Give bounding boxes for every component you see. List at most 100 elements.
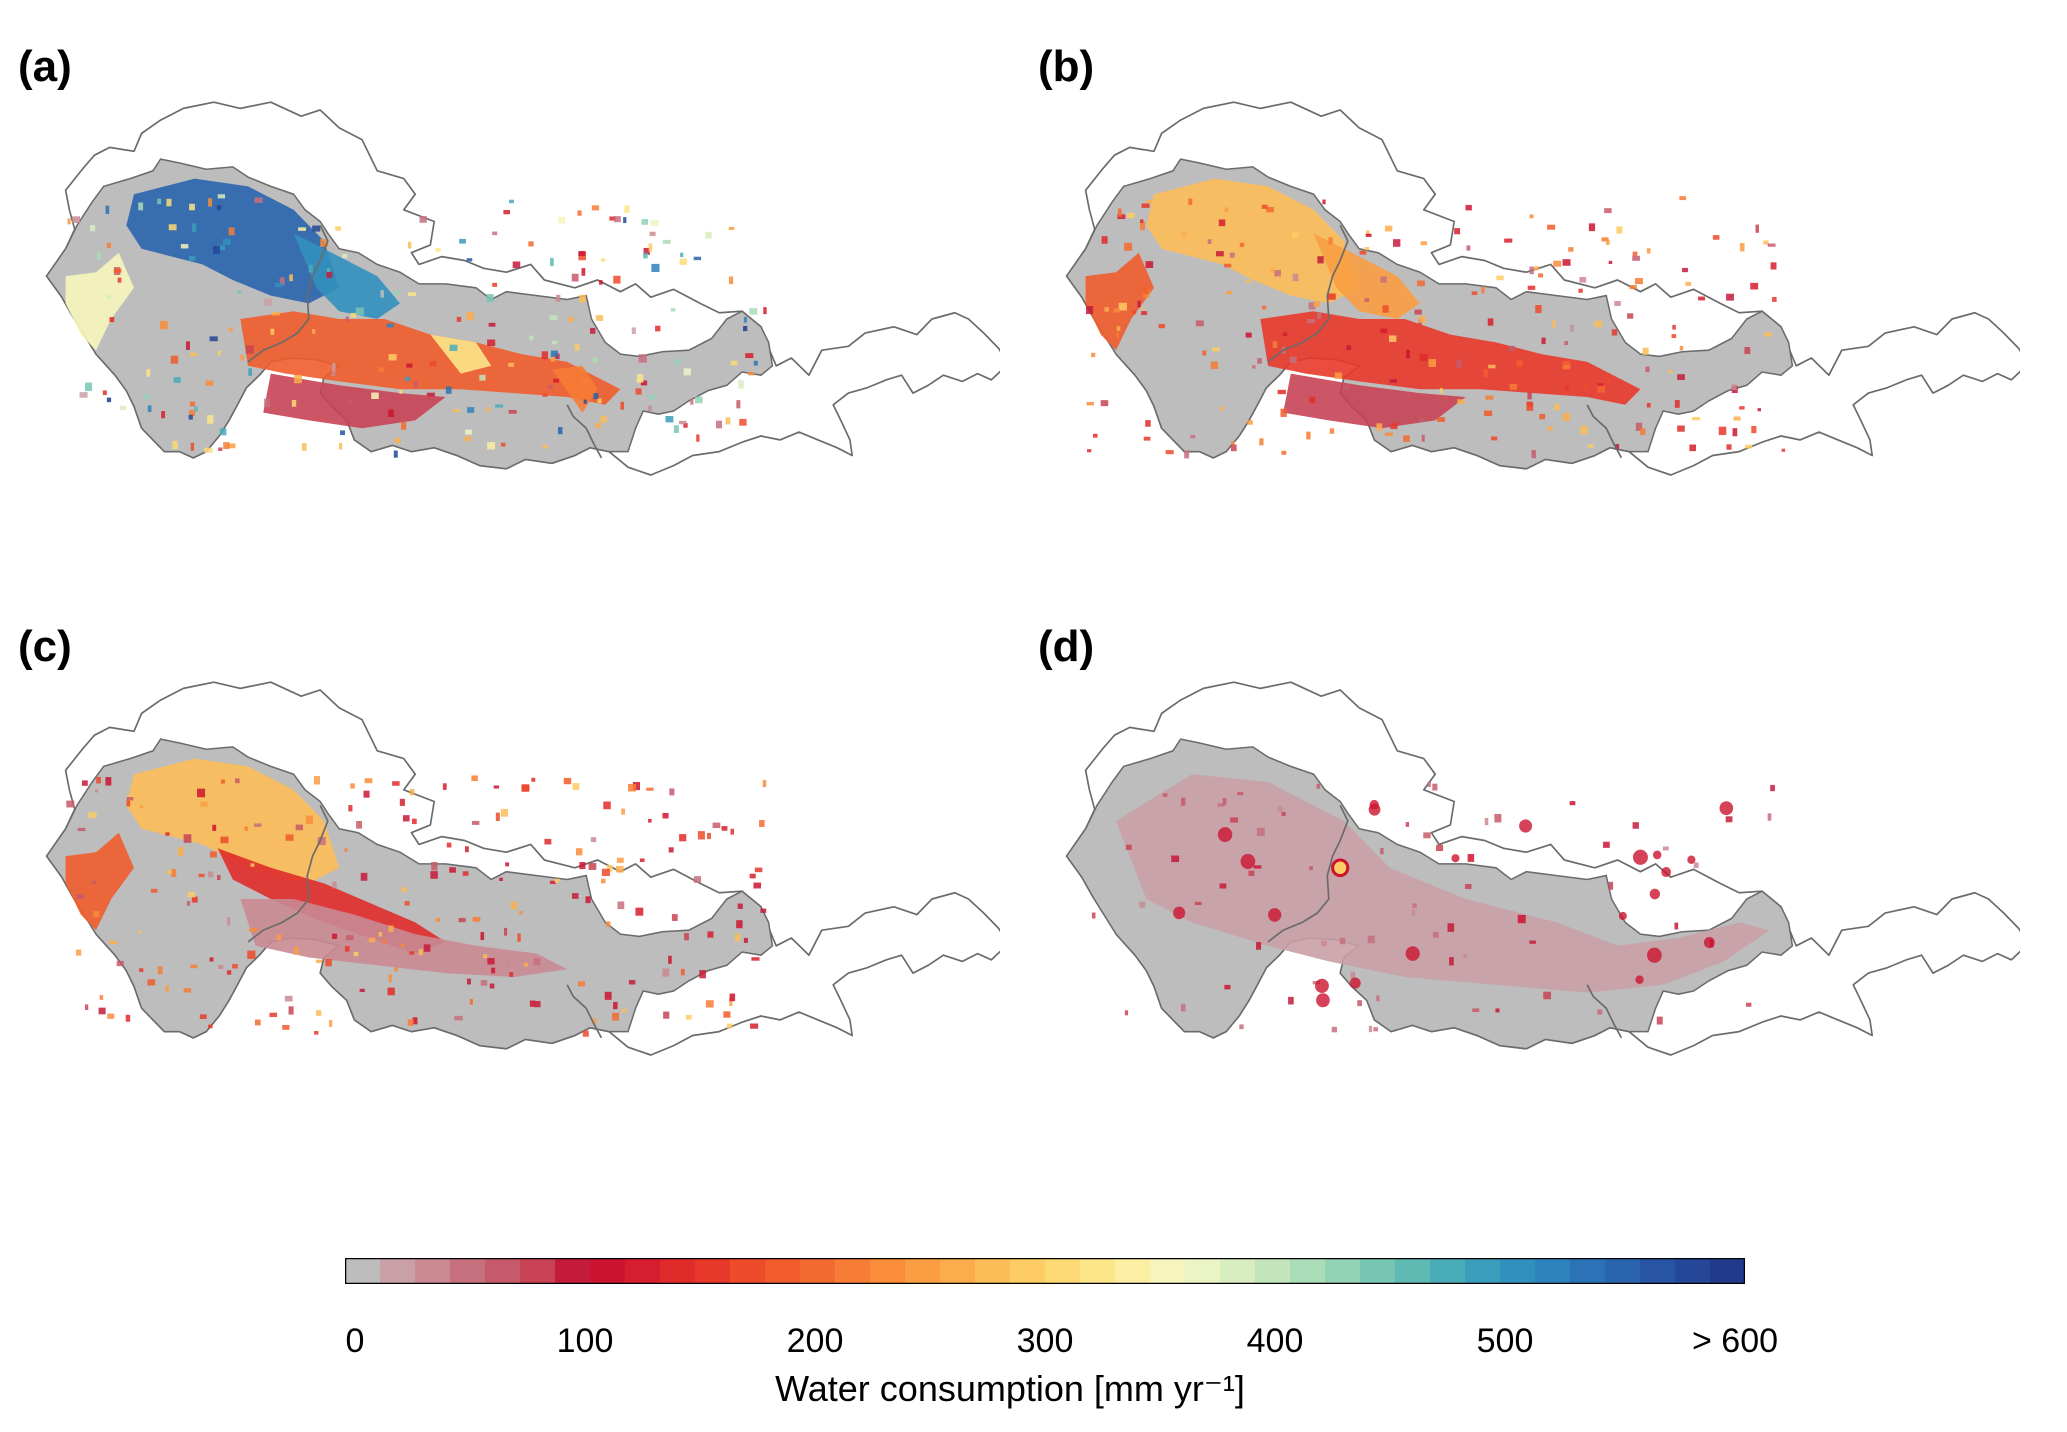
pixel-cell [228,227,235,236]
pixel-cell [563,777,572,785]
pixel-cell [1535,305,1542,314]
pixel-cell [312,328,316,334]
pixel-cell [550,257,554,267]
pixel-cell [1328,237,1333,245]
pixel-cell [465,846,469,853]
pixel-cell [1483,369,1488,377]
city-hotspot [1316,993,1330,1008]
pixel-cell [1472,1008,1480,1013]
pixel-cell [600,258,606,262]
pixel-cell [105,777,112,786]
pixel-cell [721,826,728,831]
pixel-cell [1180,232,1187,237]
pixel-cell [574,343,580,351]
pixel-cell [1412,903,1417,908]
country-border [1586,404,1623,459]
pixel-cell [508,199,515,204]
pixel-cell [662,812,669,819]
pixel-cell [649,231,656,236]
pixel-cell [1597,385,1605,393]
colorbar-swatch [1395,1258,1431,1284]
pixel-cell [368,937,376,943]
pixel-cell [228,327,233,332]
city-hotspot [1315,978,1329,993]
pixel-cell [340,430,346,436]
pixel-cell [1146,199,1153,204]
pixel-cell [217,194,226,199]
pixel-cell [663,1011,670,1019]
pixel-cell [1406,349,1410,359]
pixel-cell [411,818,417,825]
pixel-cell [1237,792,1244,796]
pixel-cell [1562,413,1571,421]
pixel-cell [1382,305,1389,313]
pixel-cell [1180,797,1186,806]
pixel-cell [1662,846,1669,851]
pixel-cell [521,785,530,791]
pixel-cell [355,307,364,316]
colorbar-swatch [1325,1258,1361,1284]
pixel-cell [1578,288,1583,293]
colorbar-swatch [1185,1258,1221,1284]
pixel-cell [705,1000,714,1008]
pixel-cell [378,367,385,372]
pixel-cell [204,447,213,453]
pixel-cell [651,263,660,272]
pixel-cell [218,447,223,451]
pixel-cell [1677,425,1685,432]
pixel-cell [1447,923,1455,932]
pixel-cell [364,778,373,784]
pixel-cell [1367,935,1375,944]
pixel-cell [1162,793,1168,797]
pixel-cell [1439,388,1443,394]
pixel-cell [1634,277,1643,285]
pixel-cell [1608,881,1614,890]
pixel-cell [491,967,496,974]
pixel-cell [394,438,401,444]
pixel-cell [1543,991,1552,1000]
pixel-cell [146,369,151,377]
pixel-cell [430,871,438,879]
pixel-cell [359,988,365,993]
pixel-cell [1368,1025,1373,1033]
pixel-cell [407,1019,414,1026]
pixel-cell [1373,1027,1379,1032]
pixel-cell [99,995,104,1000]
pixel-cell [1139,221,1146,231]
pixel-cell [668,847,674,853]
pixel-cell [1570,324,1574,332]
pixel-cell [189,409,196,416]
pixel-cell [1607,378,1611,384]
pixel-cell [1195,320,1204,327]
pixel-cell [212,824,217,831]
country-border [1267,225,1349,363]
pixel-cell [650,220,659,226]
pixel-cell [623,217,627,224]
pixel-cell [139,805,144,809]
pixel-cell [1679,345,1684,351]
pixel-cell [1087,449,1092,453]
pixel-cell [1380,328,1388,334]
pixel-cell [85,382,93,391]
pixel-cell [1423,832,1431,839]
pixel-cell [613,1001,618,1010]
pixel-cell [105,205,110,214]
pixel-cell [1365,233,1372,237]
pixel-cell [109,940,117,945]
pixel-cell [209,957,214,962]
pixel-cell [1456,359,1462,368]
pixel-cell [749,873,756,879]
pixel-cell [208,1024,213,1029]
pixel-cell [166,198,172,207]
pixel-cell [1309,396,1316,404]
country-border [247,805,329,943]
pixel-cell [598,280,603,285]
pixel-cell [665,416,674,423]
pixel-cell [762,780,767,788]
pixel-cell [1529,940,1536,944]
pixel-cell [1218,219,1226,227]
pixel-cell [1274,270,1281,277]
pixel-cell [1316,312,1322,319]
pixel-cell [401,421,407,430]
pixel-cell [582,1030,589,1037]
